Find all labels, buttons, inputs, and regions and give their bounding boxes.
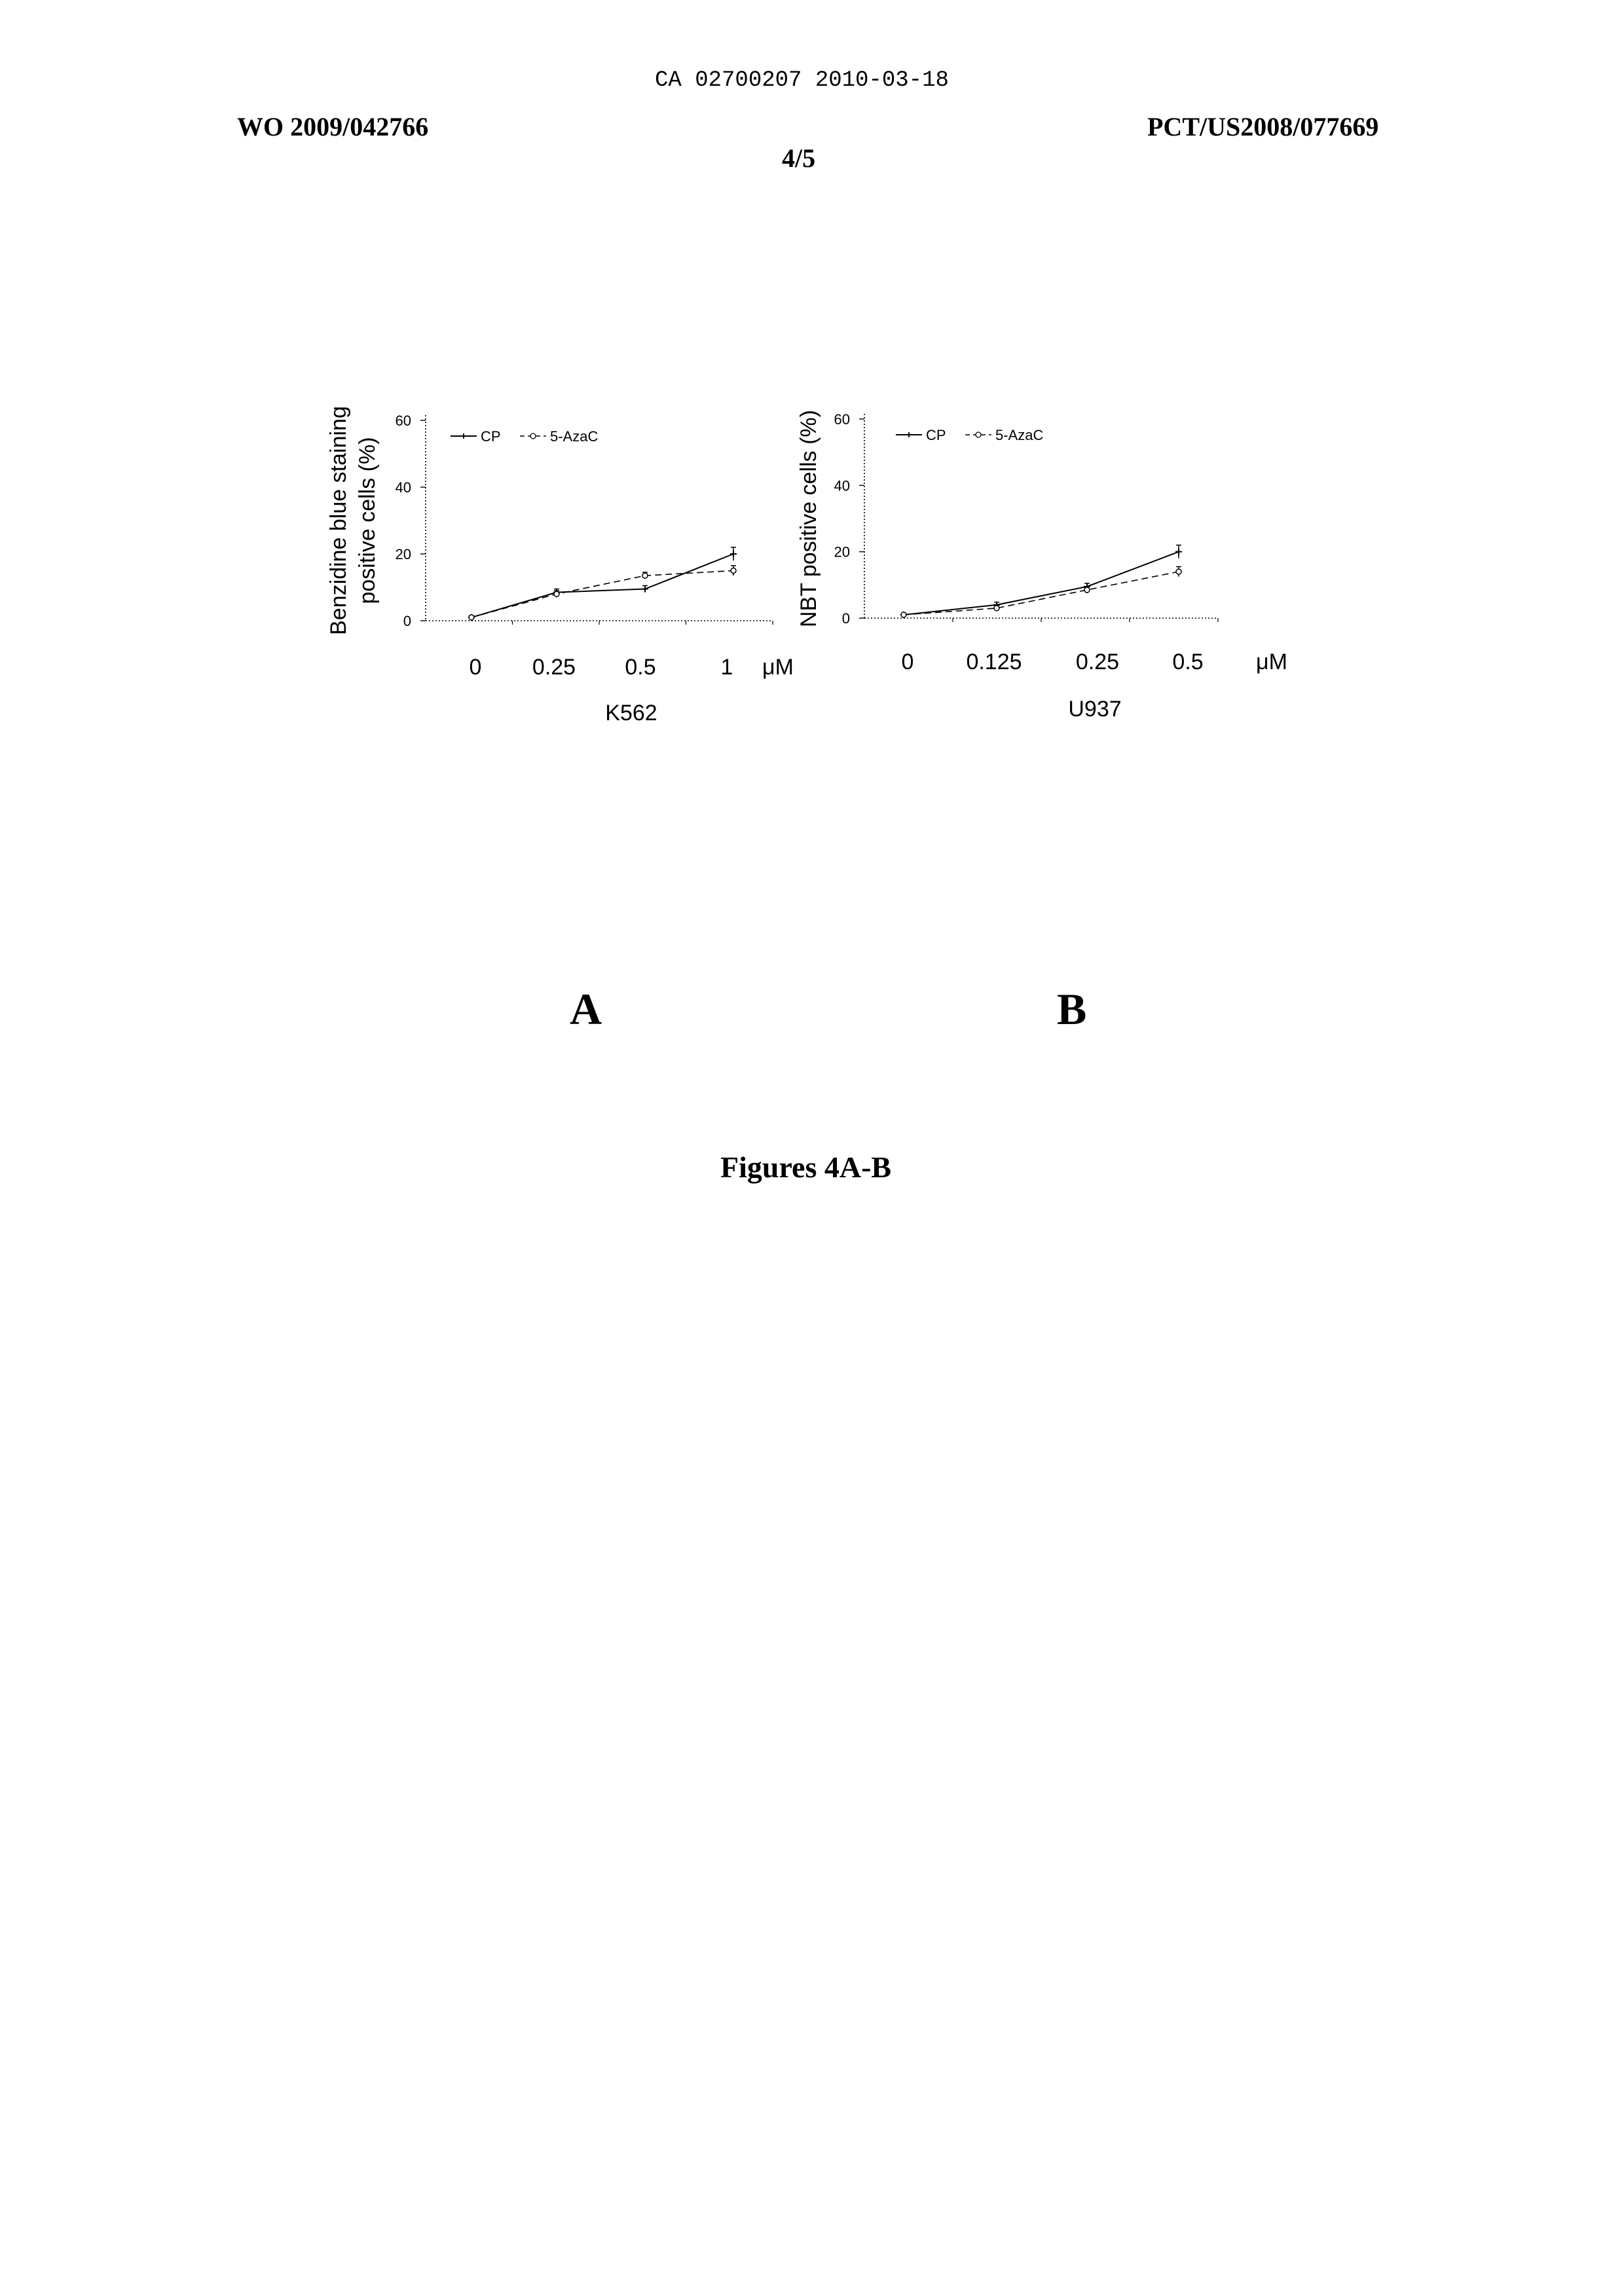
data-point-CP bbox=[1175, 549, 1182, 555]
y-tick-label: 40 bbox=[834, 477, 850, 494]
x-category-label: 0.25 bbox=[532, 655, 576, 680]
y-tick-label: 60 bbox=[834, 411, 850, 428]
x-category-label: 0.5 bbox=[1172, 650, 1203, 674]
legend-marker-5-AzaC bbox=[976, 432, 981, 437]
legend-marker-CP bbox=[906, 432, 912, 437]
panel-label-a: A bbox=[570, 983, 602, 1035]
legend-label-CP: CP bbox=[926, 427, 946, 443]
series-line-5-AzaC bbox=[471, 571, 733, 617]
y-tick-label: 60 bbox=[396, 413, 411, 429]
data-point-5-AzaC bbox=[994, 606, 999, 611]
publication-number: WO 2009/042766 bbox=[237, 111, 428, 142]
data-point-5-AzaC bbox=[1176, 569, 1181, 574]
data-point-5-AzaC bbox=[901, 612, 906, 617]
data-point-5-AzaC bbox=[554, 591, 559, 596]
y-axis-title: NBT positive cells (%) bbox=[796, 410, 821, 627]
panel-label-b: B bbox=[1057, 983, 1086, 1035]
y-axis-title: positive cells (%) bbox=[355, 437, 380, 604]
y-tick-label: 0 bbox=[403, 613, 411, 629]
y-tick-label: 0 bbox=[842, 610, 850, 627]
doc-id: CA 02700207 2010-03-18 bbox=[655, 68, 949, 93]
data-point-5-AzaC bbox=[642, 573, 648, 578]
sheet-number: 4/5 bbox=[782, 143, 815, 174]
y-tick-label: 20 bbox=[396, 546, 411, 562]
legend-label-5-AzaC: 5-AzaC bbox=[995, 427, 1043, 443]
cell-line-label: K562 bbox=[605, 701, 657, 725]
x-category-label: 0 bbox=[902, 650, 914, 674]
figure-caption: Figures 4A-B bbox=[720, 1150, 891, 1184]
data-point-5-AzaC bbox=[731, 568, 736, 574]
x-unit-label: μM bbox=[1256, 650, 1287, 674]
cell-line-label: U937 bbox=[1068, 697, 1121, 722]
series-line-5-AzaC bbox=[904, 572, 1179, 615]
data-point-5-AzaC bbox=[469, 615, 474, 620]
data-point-CP bbox=[730, 551, 737, 557]
series-line-CP bbox=[904, 552, 1179, 615]
chart-b: NBT positive cells (%) 0 20 40 60 0 0.125 0.25 0… bbox=[786, 367, 1441, 733]
x-category-label: 1 bbox=[721, 655, 733, 680]
legend-marker-5-AzaC bbox=[530, 433, 536, 439]
x-category-label: 0.5 bbox=[625, 655, 655, 680]
data-point-5-AzaC bbox=[1084, 587, 1090, 593]
legend-label-CP: CP bbox=[481, 428, 501, 445]
x-category-label: 0.125 bbox=[966, 650, 1022, 674]
x-category-label: 0.25 bbox=[1076, 650, 1119, 674]
application-number: PCT/US2008/077669 bbox=[1147, 111, 1378, 142]
y-tick-label: 40 bbox=[396, 479, 411, 496]
y-axis-title: Benzidine blue staining bbox=[326, 406, 351, 635]
y-tick-label: 20 bbox=[834, 544, 850, 560]
legend-marker-CP bbox=[461, 433, 466, 439]
x-category-label: 0 bbox=[470, 655, 482, 680]
series-line-CP bbox=[471, 554, 733, 617]
data-point-CP bbox=[642, 586, 648, 593]
legend-label-5-AzaC: 5-AzaC bbox=[550, 428, 598, 445]
